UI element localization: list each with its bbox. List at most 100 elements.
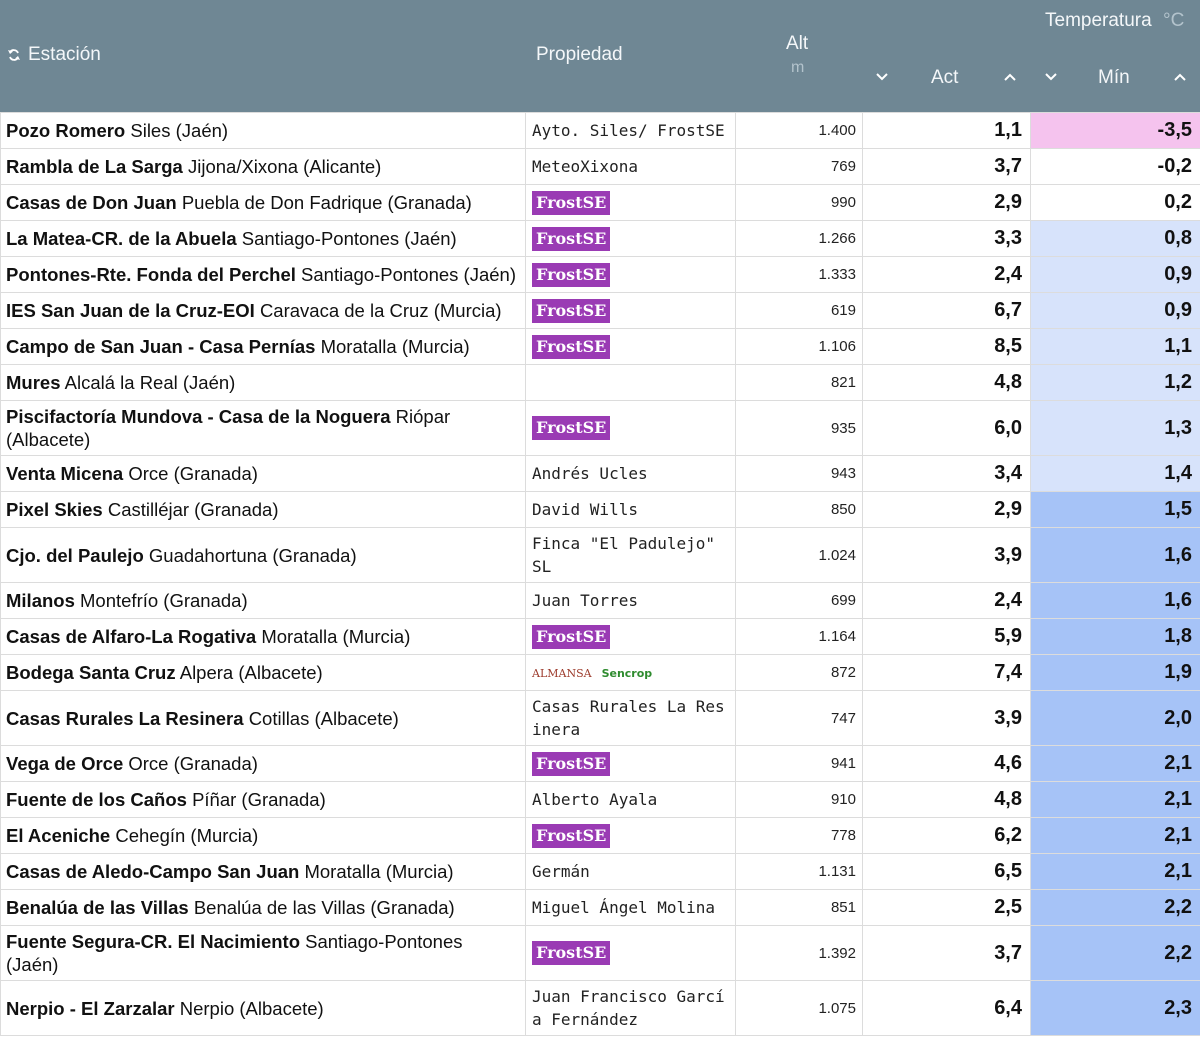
station-name: Pixel Skies: [6, 499, 103, 520]
temp-min: 2,1: [1030, 817, 1200, 854]
station-name: La Matea-CR. de la Abuela: [6, 228, 237, 249]
station-cell: Pozo Romero Siles (Jaén): [0, 112, 526, 149]
station-location: Caravaca de la Cruz (Murcia): [259, 300, 502, 321]
temp-min: 0,2: [1030, 184, 1200, 221]
altitude: 1.400: [735, 112, 863, 149]
station-cell: Nerpio - El Zarzalar Nerpio (Albacete): [0, 980, 526, 1036]
altitude: 1.392: [735, 925, 863, 981]
station-cell: Casas de Don Juan Puebla de Don Fadrique…: [0, 184, 526, 221]
property-text: Finca "El Padulejo" SL: [532, 534, 716, 576]
station-location: Cehegín (Murcia): [115, 825, 259, 846]
station-name: Benalúa de las Villas: [6, 897, 189, 918]
temp-current: 6,5: [862, 853, 1031, 890]
row: Rambla de La Sarga Jijona/Xixona (Alican…: [0, 148, 1200, 185]
temp-min: 2,3: [1030, 980, 1200, 1036]
row: Piscifactoría Mundova - Casa de la Nogue…: [0, 400, 1200, 456]
altitude: 943: [735, 455, 863, 492]
station-header[interactable]: Estación: [28, 44, 101, 65]
sort-desc[interactable]: [876, 73, 888, 81]
row: El Aceniche Cehegín (Murcia) FrostSE 778 6,…: [0, 817, 1200, 854]
station-location: Benalúa de las Villas (Granada): [193, 897, 455, 918]
station-location: Puebla de Don Fadrique (Granada): [181, 192, 472, 213]
temp-current: 6,4: [862, 980, 1031, 1036]
station-name: Nerpio - El Zarzalar: [6, 997, 175, 1019]
temp-min: 2,1: [1030, 853, 1200, 890]
station-location: Cotillas (Albacete): [248, 707, 399, 729]
altitude: 619: [735, 292, 863, 329]
property-cell: Casas Rurales La Resinera: [525, 690, 736, 746]
temp-current: 6,7: [862, 292, 1031, 329]
station-cell: Pontones-Rte. Fonda del Perchel Santiago…: [0, 256, 526, 293]
row: Fuente de los Caños Píñar (Granada) Alber…: [0, 781, 1200, 818]
row: Vega de Orce Orce (Granada) FrostSE 941 4,6…: [0, 745, 1200, 782]
station-cell: La Matea-CR. de la Abuela Santiago-Ponto…: [0, 220, 526, 257]
refresh-icon[interactable]: [7, 48, 21, 62]
station-cell: Milanos Montefrío (Granada): [0, 582, 526, 619]
temp-min: 0,8: [1030, 220, 1200, 257]
property-cell: FrostSE: [525, 292, 736, 329]
property-cell: Juan Torres: [525, 582, 736, 619]
station-location: Siles (Jaén): [130, 120, 229, 141]
property-text: Miguel Ángel Molina: [532, 898, 716, 917]
altitude: 1.164: [735, 618, 863, 655]
temp-current: 3,9: [862, 690, 1031, 746]
temp-min: 1,6: [1030, 582, 1200, 619]
station-location: Castilléjar (Granada): [107, 499, 279, 520]
property-logo: FrostSE: [532, 941, 611, 965]
row: Benalúa de las Villas Benalúa de las Vil…: [0, 889, 1200, 926]
temp-min: -3,5: [1030, 112, 1200, 149]
act-header[interactable]: Act: [931, 67, 959, 88]
temp-current: 3,7: [862, 925, 1031, 981]
property-cell: FrostSE: [525, 618, 736, 655]
alt-header[interactable]: Alt: [786, 33, 809, 54]
property-text: Juan Francisco García Fernández: [532, 987, 725, 1029]
property-cell: Alberto Ayala: [525, 781, 736, 818]
temp-current: 4,8: [862, 364, 1031, 401]
station-cell: Pixel Skies Castilléjar (Granada): [0, 491, 526, 528]
property-cell: FrostSE: [525, 184, 736, 221]
row: Bodega Santa Cruz Alpera (Albacete) ALMAN…: [0, 654, 1200, 691]
altitude: 910: [735, 781, 863, 818]
property-cell: Ayto. Siles/ FrostSE: [525, 112, 736, 149]
temp-current: 2,4: [862, 582, 1031, 619]
temp-min: 2,1: [1030, 781, 1200, 818]
property-text: Casas Rurales La Resinera: [532, 697, 725, 739]
station-cell: Mures Alcalá la Real (Jaén): [0, 364, 526, 401]
stations-table: Pozo Romero Siles (Jaén) Ayto. Siles/ Fro…: [0, 112, 1200, 1036]
row: Casas Rurales La Resinera Cotillas (Alba…: [0, 690, 1200, 746]
altitude: 872: [735, 654, 863, 691]
sort-asc[interactable]: [1004, 73, 1016, 81]
sort-asc[interactable]: [1174, 73, 1186, 81]
station-name: IES San Juan de la Cruz-EOI: [6, 300, 255, 321]
property-header[interactable]: Propiedad: [536, 44, 623, 65]
station-location: Nerpio (Albacete): [179, 997, 324, 1019]
row: La Matea-CR. de la Abuela Santiago-Ponto…: [0, 220, 1200, 257]
property-logo: Sencrop: [601, 667, 653, 680]
temp-current: 8,5: [862, 328, 1031, 365]
station-name: Fuente Segura-CR. El Nacimiento: [6, 931, 300, 952]
temp-min: 1,9: [1030, 654, 1200, 691]
temp-min: 0,9: [1030, 256, 1200, 293]
property-logo: ALMANSA: [532, 667, 592, 680]
altitude: 821: [735, 364, 863, 401]
station-name: Milanos: [6, 590, 75, 611]
station-location: Moratalla (Murcia): [304, 861, 454, 882]
property-logo: FrostSE: [532, 298, 611, 323]
row: Casas de Aledo-Campo San Juan Moratalla …: [0, 853, 1200, 890]
station-name: El Aceniche: [6, 825, 111, 846]
station-name: Rambla de La Sarga: [6, 156, 183, 177]
property-logo: FrostSE: [532, 823, 611, 848]
station-cell: Fuente Segura-CR. El Nacimiento Santiago…: [0, 925, 526, 981]
row: Pontones-Rte. Fonda del Perchel Santiago…: [0, 256, 1200, 293]
min-header[interactable]: Mín: [1098, 67, 1130, 88]
property-logo: FrostSE: [532, 262, 611, 287]
temp-current: 2,5: [862, 889, 1031, 926]
station-location: Alpera (Albacete): [179, 662, 323, 683]
temp-min: 2,2: [1030, 889, 1200, 926]
station-name: Casas Rurales La Resinera: [6, 707, 244, 729]
station-location: Guadahortuna (Granada): [148, 544, 357, 566]
temp-min: -0,2: [1030, 148, 1200, 185]
temp-current: 3,3: [862, 220, 1031, 257]
sort-desc[interactable]: [1045, 73, 1057, 81]
